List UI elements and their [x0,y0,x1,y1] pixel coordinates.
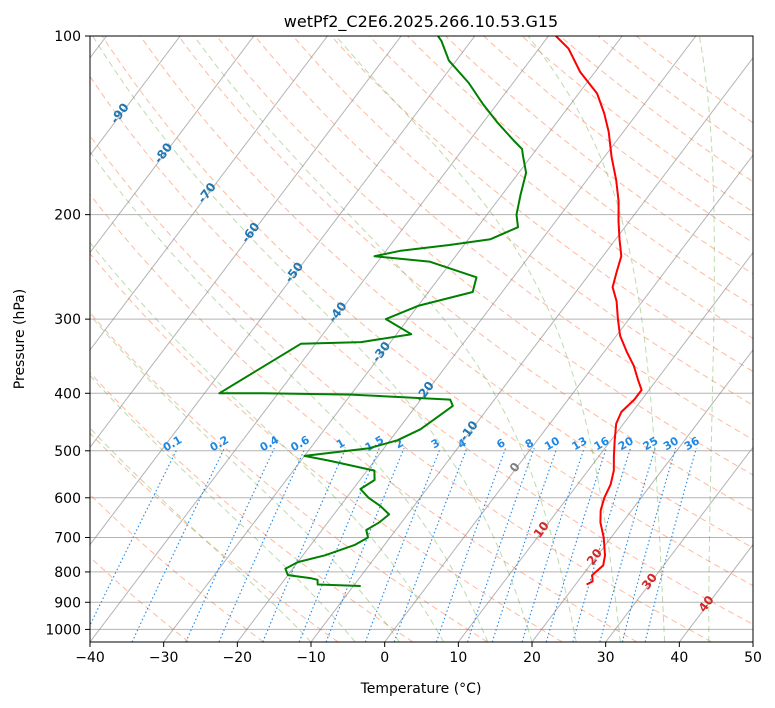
moist-adiabat-line [92,36,533,642]
x-tick-label: 20 [523,650,541,666]
x-axis: −40 −30 −20 −10 0 10 20 30 40 50 [75,642,762,666]
moist-adiabat-line [90,314,400,642]
x-tick-label: 30 [597,650,615,666]
isotherm-line [310,57,753,642]
mixing-ratio-line [90,447,178,627]
isotherm-line [457,251,753,642]
dry-adiabat-line [139,36,753,549]
isotherm-label: -100 [61,57,90,89]
x-tick-label: 10 [449,650,467,666]
x-tick-label: −30 [149,650,179,666]
dry-adiabat-line [90,75,753,625]
dry-adiabat-line [216,36,753,476]
profile-lines [218,36,643,587]
isotherm-line [90,36,549,642]
mixing-ratio-line [435,448,507,642]
mixing-ratio-line [545,448,607,642]
y-tick-label: 500 [54,444,81,460]
y-tick-label: 800 [54,565,81,581]
dry-adiabat-line [445,36,753,275]
x-tick-label: 40 [670,650,688,666]
y-tick-label: 200 [54,208,81,224]
x-tick-label: −40 [75,650,105,666]
y-tick-label: 1000 [45,622,81,638]
line-labels: 0.1 0.2 0.4 0.6 1 1.5 2 3 4 6 8 10 13 16 20 25 30 36-100-… [61,57,717,614]
moist-adiabat-line [90,150,489,642]
dry-adiabat-line [90,371,414,642]
x-tick-label: −10 [296,650,326,666]
mixing-ratio-line [185,447,275,642]
isotherm-line [384,154,753,642]
mixing-ratio-line [364,447,441,642]
isotherm-line [752,641,753,642]
y-axis: 100 200 300 400 500 600 700 800 900 1000 [45,29,90,638]
x-tick-label: −20 [223,650,253,666]
mixing-ratio-line [491,448,558,642]
isotherm-line [90,36,402,449]
mixing-ratio-label: 1 [334,436,347,451]
dry-adiabat-line [90,556,190,642]
dry-adiabat-line [330,36,753,373]
isotherm-line [605,446,753,642]
dry-adiabat-line [90,134,712,642]
dry-adiabat-line [90,252,563,642]
y-tick-label: 700 [54,531,81,547]
isotherm-line [90,36,181,157]
mixing-ratio-line [572,448,631,642]
y-tick-label: 900 [54,595,81,611]
dry-adiabat-line [90,432,339,642]
mixing-ratio-line [131,447,225,642]
y-tick-label: 600 [54,491,81,507]
x-tick-label: 50 [744,650,762,666]
y-axis-label: Pressure (hPa) [12,289,28,389]
dry-adiabat-line [292,36,753,406]
dewpoint-line [218,36,528,587]
moist-adiabat-line [527,36,666,642]
moist-adiabat-line [335,36,621,642]
mixing-ratio-line [466,448,535,642]
mixing-ratio-line [599,448,656,642]
mixing-ratio-line [644,448,697,642]
x-tick-label: 0 [380,650,389,666]
isotherm-line [531,349,753,642]
plot-frame [89,35,754,643]
isotherm-line [678,543,753,642]
mixing-ratio-line [521,448,585,642]
mixing-ratio-label: 3 [429,436,442,451]
isotherm-line [163,36,623,642]
dry-adiabat-line [368,36,753,339]
moist-adiabat-line [698,36,715,642]
moist-adiabat-line [193,36,577,642]
isotherm-line [236,36,697,642]
isotherm-line [90,36,476,546]
mixing-ratio-line [325,447,405,642]
mixing-ratio-line [298,447,380,642]
background-lines [90,36,753,642]
dry-adiabat-line [636,36,753,124]
y-tick-label: 300 [54,312,81,328]
chart-title: wetPf2_C2E6.2025.266.10.53.G15 [284,12,558,32]
moist-adiabat-line [90,374,356,642]
moist-adiabat-line [90,241,445,642]
mixing-ratio-line [621,448,677,642]
y-tick-label: 400 [54,386,81,402]
dry-adiabat-line [90,193,638,642]
mixing-ratio-line [393,448,468,642]
temperature-line [555,36,643,586]
isotherm-line [90,36,255,254]
isotherm-line [90,36,328,351]
dry-adiabat-line [90,312,488,642]
moist-adiabat-line [90,427,312,642]
x-axis-label: Temperature (°C) [360,681,482,697]
dry-adiabat-line [254,36,753,441]
y-tick-label: 100 [54,29,81,45]
dry-adiabat-line [178,36,753,512]
dry-adiabat-line [90,493,264,642]
dry-adiabat-line [521,36,753,213]
